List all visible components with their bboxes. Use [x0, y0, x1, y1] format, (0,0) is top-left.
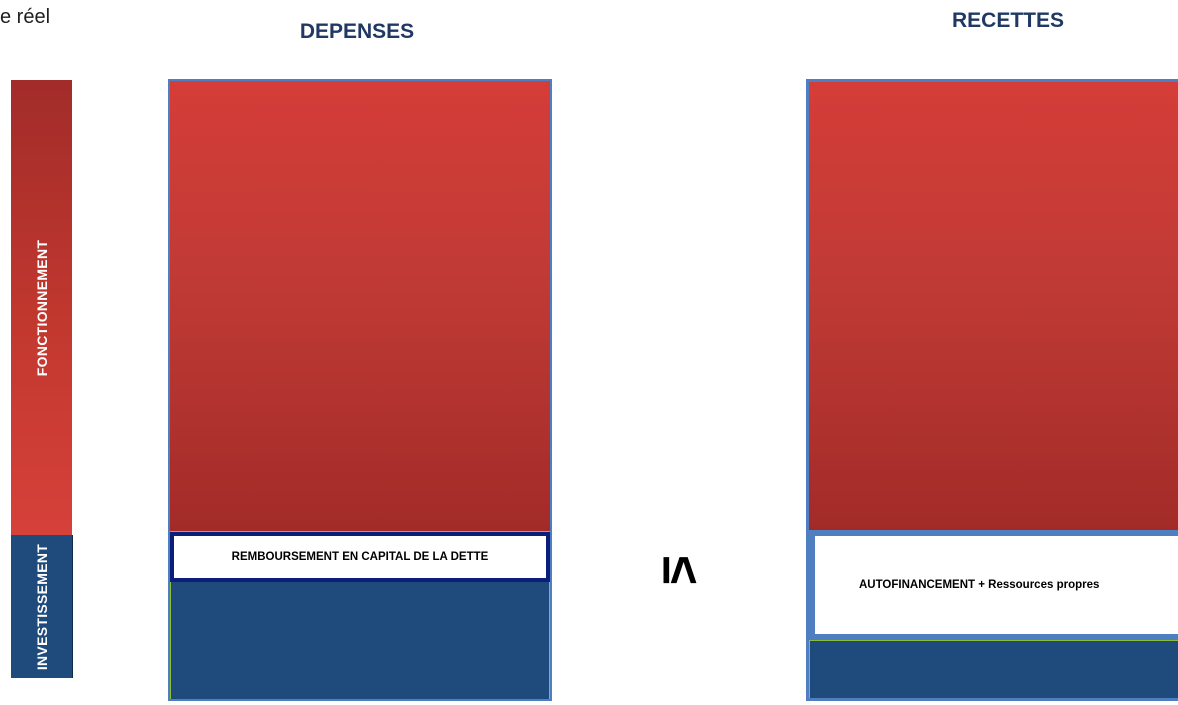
relation-glyph: ≤: [650, 555, 709, 585]
recettes-fonctionnement-section: [809, 82, 1178, 530]
fonctionnement-axis-label: FONCTIONNEMENT: [33, 239, 50, 376]
investissement-axis-label: INVESTISSEMENT: [33, 543, 50, 670]
recettes-investissement-section: [809, 640, 1178, 698]
depenses-block: [168, 79, 552, 701]
recettes-heading: RECETTES: [951, 9, 1065, 32]
debt-repayment-box: REMBOURSEMENT EN CAPITAL DE LA DETTE: [170, 532, 550, 582]
autofinancement-box: AUTOFINANCEMENT + Ressources propres: [809, 530, 1178, 640]
depenses-fonctionnement-section: [170, 81, 550, 531]
recettes-block: AUTOFINANCEMENT + Ressources propres: [806, 79, 1178, 701]
truncated-caption: e réel: [0, 6, 51, 28]
investissement-axis-bar: INVESTISSEMENT: [11, 535, 73, 678]
less-or-equal-symbol: ≤: [650, 540, 710, 600]
depenses-heading: DEPENSES: [299, 20, 415, 43]
fonctionnement-axis-bar: FONCTIONNEMENT: [11, 80, 72, 535]
